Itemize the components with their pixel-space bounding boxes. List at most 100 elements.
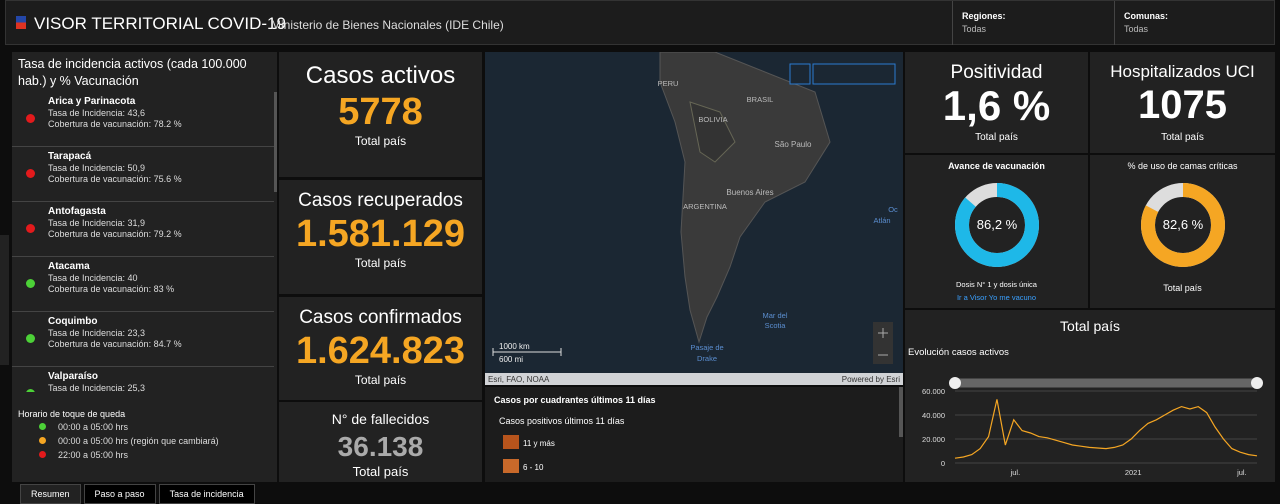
y-tick-label: 20.000	[922, 435, 945, 444]
filter-value: Todas	[1124, 24, 1149, 34]
region-name: Coquimbo	[48, 316, 98, 327]
region-incidence: Tasa de Incidencia: 40	[48, 272, 138, 283]
map: PERU BRASIL BOLIVIA São Paulo Buenos Aires AR…	[485, 52, 903, 385]
region-coverage: Cobertura de vacunación: 83 %	[48, 284, 175, 294]
donut-label: 86,2 %	[976, 217, 1017, 232]
slider-handle[interactable]	[949, 377, 961, 389]
trend-panel: Evolución casos activos 0 20.000 40.000 60.…	[905, 342, 1275, 482]
line-chart: 0 20.000 40.000 60.000 jul. 2021 jul.	[922, 377, 1263, 477]
region-coverage: Cobertura de vacunación: 79.2 %	[48, 229, 182, 239]
region-item[interactable]: Arica y Parinacota Tasa de Incidencia: 43…	[12, 92, 274, 147]
map-label: ARGENTINA	[683, 202, 727, 211]
legend-label: 11 y más	[523, 439, 555, 448]
tab[interactable]: Tasa de incidencia	[158, 484, 255, 504]
header: VISOR TERRITORIAL COVID-19 Ministerio de…	[5, 0, 1275, 45]
region-incidence: Tasa de Incidencia: 23,3	[48, 327, 146, 338]
x-tick-label: jul.	[1236, 468, 1247, 477]
status-dot	[26, 224, 35, 233]
map-toolbar[interactable]	[812, 63, 896, 85]
region-name: Atacama	[48, 261, 90, 272]
region-name: Tarapacá	[48, 151, 92, 162]
kpi-title: Casos recuperados	[298, 190, 463, 211]
region-item[interactable]: Tarapacá Tasa de Incidencia: 50,9 Cobertur…	[12, 147, 274, 202]
region-item[interactable]: Atacama Tasa de Incidencia: 40 Cobertura d…	[12, 257, 274, 312]
region-text: Coquimbo Tasa de Incidencia: 23,3 Cobertur…	[48, 308, 182, 351]
chart-title: Evolución casos activos	[908, 347, 1009, 358]
x-tick-label: 2021	[1125, 468, 1142, 477]
filter[interactable]: Comunas: Todas	[1124, 11, 1168, 34]
region-text: Atacama Tasa de Incidencia: 40 Cobertura d…	[48, 253, 174, 296]
region-incidence: Tasa de Incidencia: 31,9	[48, 217, 146, 228]
region-item[interactable]: Coquimbo Tasa de Incidencia: 23,3 Cobertur…	[12, 312, 274, 367]
map-label: São Paulo	[775, 140, 812, 149]
region-incidence: Tasa de Incidencia: 50,9	[48, 162, 146, 173]
attribution-bar	[485, 373, 903, 385]
card-subtitle: Total país	[975, 132, 1018, 143]
region-text: Valparaíso Tasa de Incidencia: 25,3	[48, 363, 145, 392]
card-subtitle: Total país	[1161, 132, 1204, 143]
legend-item: 00:00 a 05:00 hrs	[18, 422, 273, 436]
scale-bar	[492, 348, 562, 356]
map-label: Buenos Aires	[726, 188, 773, 197]
card-value: 1075	[1138, 83, 1227, 127]
side-toggle[interactable]	[0, 235, 9, 365]
y-tick-label: 0	[941, 459, 945, 468]
link[interactable]: Ir a Visor Yo me vacuno	[956, 293, 1037, 302]
kpi-title: N° de fallecidos	[331, 411, 430, 427]
tab-bar: Resumen Paso a paso Tasa de incidencia	[20, 484, 258, 504]
quadrants-subtitle: Casos positivos últimos 11 días	[499, 416, 625, 426]
map-label: PERU	[658, 79, 679, 88]
flag-icon	[16, 16, 26, 29]
legend-dot	[39, 437, 46, 444]
card-title: Positividad	[950, 62, 1043, 83]
legend-swatch	[503, 459, 519, 473]
y-tick-label: 60.000	[922, 387, 945, 396]
line	[954, 399, 1258, 459]
map-label: Drake	[697, 354, 717, 363]
map-label: Oc	[888, 205, 898, 214]
legend-item: 22:00 a 05:00 hrs	[18, 450, 273, 464]
app-subtitle: Ministerio de Bienes Nacionales (IDE Chi…	[271, 18, 504, 32]
region-coverage: Cobertura de vacunación: 75.6 %	[48, 174, 182, 184]
status-dot	[26, 169, 35, 178]
kpi-value: 1.624.823	[295, 330, 466, 372]
region-name: Antofagasta	[48, 206, 106, 217]
region-text: Tarapacá Tasa de Incidencia: 50,9 Cobertur…	[48, 143, 182, 186]
divider	[1114, 1, 1115, 45]
scale-label: 600 mi	[499, 355, 523, 364]
zoom-icons	[878, 328, 888, 356]
map-canvas: PERU BRASIL BOLIVIA São Paulo Buenos Aires AR…	[485, 52, 903, 385]
legend-label: 00:00 a 05:00 hrs	[58, 422, 129, 432]
scrollbar	[899, 387, 903, 437]
legend-label: 6 - 10	[523, 463, 544, 472]
filter[interactable]: Regiones: Todas	[962, 11, 1006, 34]
donut: 86,2 %	[954, 183, 1039, 267]
filter-value: Todas	[962, 24, 987, 34]
positivity-card: Positividad 1,6 % Total país	[905, 52, 1088, 153]
donut-caption: Total país	[1163, 283, 1202, 293]
attribution: Esri, FAO, NOAA	[488, 375, 550, 384]
region-item[interactable]: Antofagasta Tasa de Incidencia: 31,9 Cober…	[12, 202, 274, 257]
app-title: VISOR TERRITORIAL COVID-19	[34, 14, 286, 33]
uci-card: Hospitalizados UCI 1075 Total país	[1090, 52, 1275, 153]
kpi-subtitle: Total país	[352, 464, 409, 479]
panel-title: Tasa de incidencia activos (cada 100.000…	[18, 57, 247, 88]
slider-handle[interactable]	[1251, 377, 1263, 389]
search-button[interactable]	[789, 63, 811, 85]
kpi-value: 36.138	[337, 431, 424, 462]
map-label: BOLIVIA	[698, 115, 727, 124]
kpi-card: Casos recuperados 1.581.129 Total país	[279, 180, 482, 294]
tab[interactable]: Paso a paso	[83, 484, 156, 504]
region-name: Valparaíso	[48, 371, 99, 382]
region-text: Arica y Parinacota Tasa de Incidencia: 43…	[48, 92, 182, 131]
left-panel: Tasa de incidencia activos (cada 100.000…	[12, 52, 277, 482]
tab[interactable]: Resumen	[20, 484, 81, 504]
attribution: Powered by Esri	[842, 375, 900, 384]
scrollbar	[274, 92, 277, 192]
kpi-card: Casos confirmados 1.624.823 Total país	[279, 297, 482, 400]
donut: 82,6 %	[1140, 183, 1225, 267]
map-label: Mar del	[762, 311, 787, 320]
curfew-title: Horario de toque de queda	[18, 409, 126, 419]
region-item[interactable]: Valparaíso Tasa de Incidencia: 25,3	[12, 367, 274, 392]
